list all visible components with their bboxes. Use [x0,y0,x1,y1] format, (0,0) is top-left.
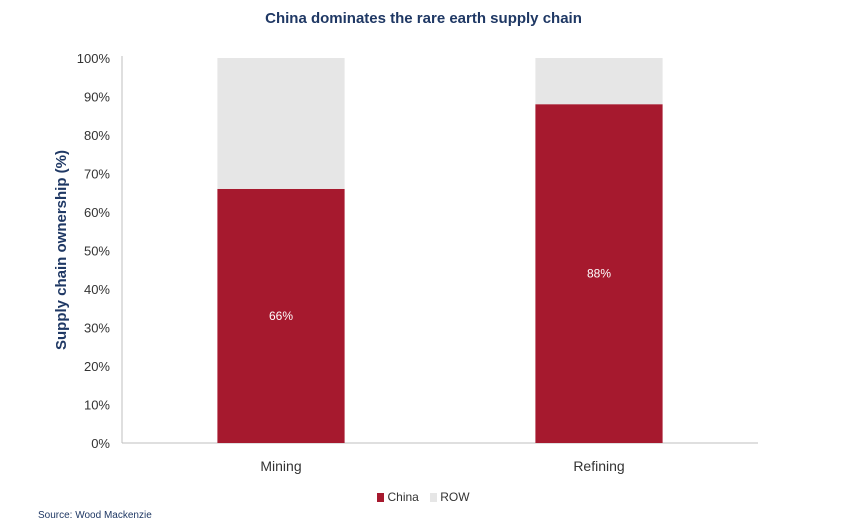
y-tick-label: 70% [84,167,110,182]
y-tick-label: 50% [84,244,110,259]
y-tick-label: 90% [84,90,110,105]
legend-item-china: China [377,490,419,504]
y-tick-label: 20% [84,359,110,374]
y-axis-label: Supply chain ownership (%) [53,150,70,350]
bar-china-mining [217,188,345,443]
source-note: Source: Wood Mackenzie [38,510,152,521]
legend-label-row: ROW [440,490,470,504]
data-label: 66% [269,309,293,323]
y-tick-label: 60% [84,205,110,220]
legend-item-row: ROW [430,490,470,504]
bar-china-refining [535,104,663,443]
y-tick-label: 40% [84,282,110,297]
y-tick-label: 0% [91,436,110,451]
bar-row-mining [217,58,345,189]
x-tick-label: Refining [573,458,624,474]
y-tick-label: 30% [84,321,110,336]
legend-label-china: China [387,490,419,504]
y-tick-label: 100% [77,51,111,66]
data-label: 88% [587,267,611,281]
legend-swatch-row [430,493,438,502]
y-tick-label: 10% [84,398,110,413]
legend: China ROW [0,490,847,504]
y-tick-label: 80% [84,128,110,143]
chart-title: China dominates the rare earth supply ch… [265,10,582,27]
legend-swatch-china [377,493,385,502]
x-tick-label: Mining [260,458,301,474]
bar-row-refining [535,58,663,105]
